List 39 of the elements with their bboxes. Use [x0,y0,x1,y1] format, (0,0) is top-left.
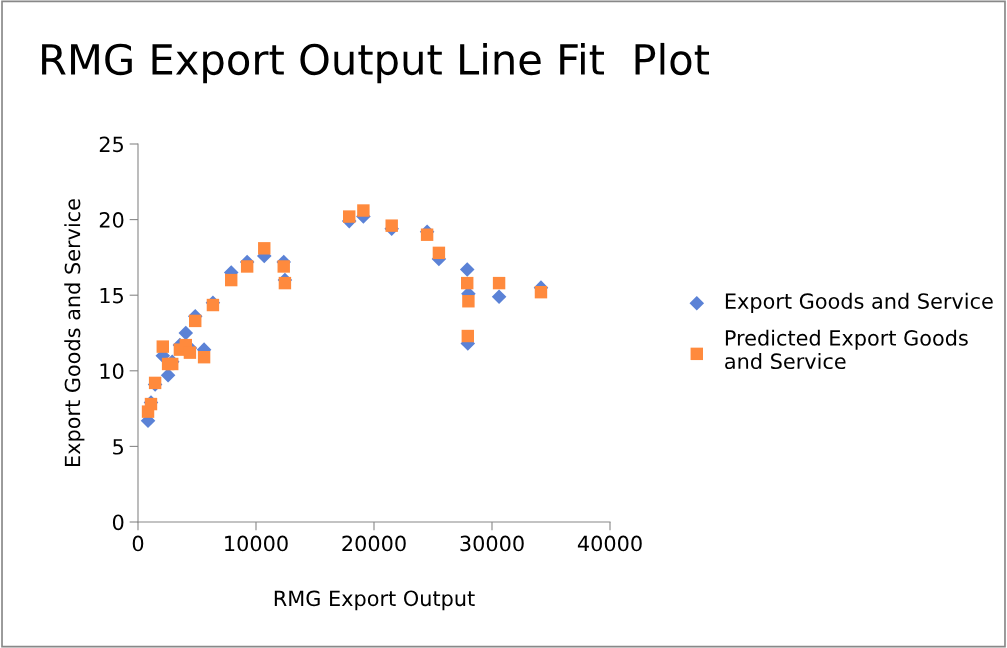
y-tick-label: 25 [99,136,123,153]
point [534,285,548,299]
x-tick-label: 20000 [342,535,406,552]
y-tick-label: 0 [112,514,124,531]
x-tick-label: 10000 [225,535,288,552]
point [343,210,356,223]
point [225,273,238,287]
y-tick-label: 5 [113,439,123,455]
point [491,289,507,304]
legend-label: Predicted Export Goods and Service [725,329,968,370]
point [492,276,506,290]
x-tick-label: 30000 [460,535,524,552]
point [420,228,434,241]
point [156,340,169,353]
x-tick-label: 0 [132,535,144,552]
y-tick-label: 15 [100,287,123,304]
point [197,350,211,364]
y-tick-label: 20 [99,212,124,228]
point [461,329,475,343]
point [258,242,271,255]
point [178,325,194,341]
legend-label: Export Goods and Service [725,292,993,313]
point [277,260,290,273]
point [432,246,446,260]
point [183,346,197,359]
point [459,262,475,277]
point [189,314,202,328]
point [160,368,176,383]
point [357,204,370,217]
point [240,260,254,273]
chart-title: RMG Export Output Line Fit Plot [42,42,710,84]
point [385,219,398,232]
point [278,276,292,290]
x-tick-label: 40000 [577,535,642,552]
y-tick-label: 10 [100,363,124,380]
x-axis-title: RMG Export Output [274,590,475,611]
point [462,295,475,308]
y-axis-title: Export Goods and Service [64,199,85,466]
point [461,276,474,290]
